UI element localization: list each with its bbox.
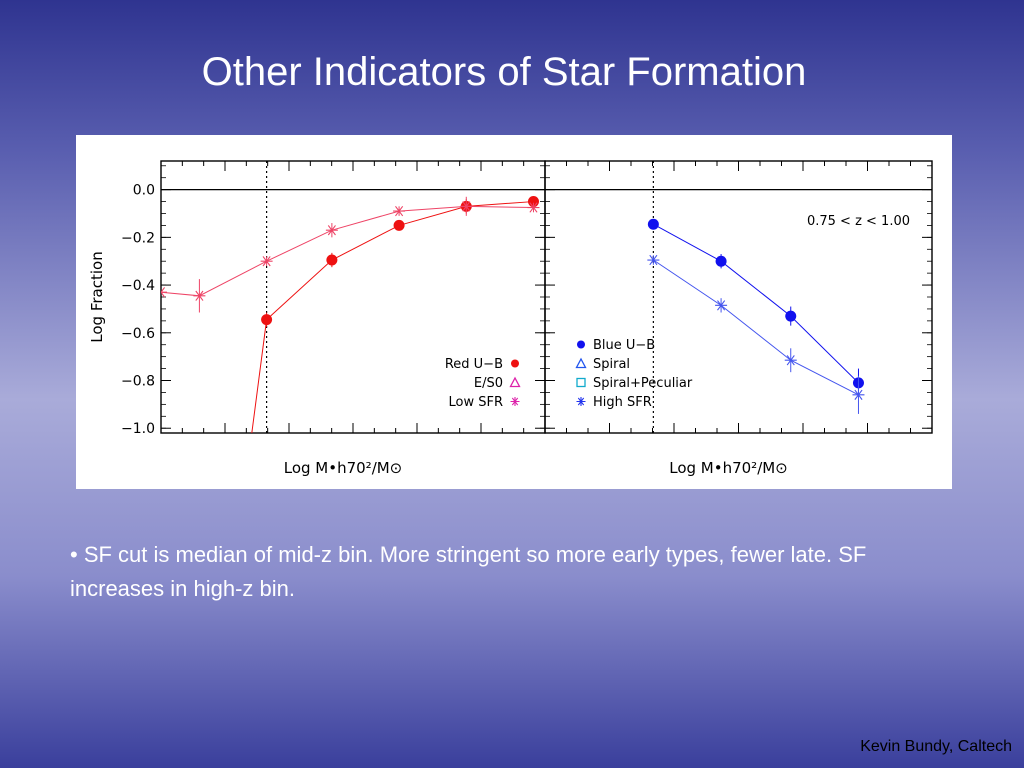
y-tick-label: −0.8 — [121, 374, 155, 390]
series-line — [653, 259, 859, 396]
data-point — [852, 389, 865, 400]
y-tick-label: −0.4 — [121, 278, 155, 294]
data-point — [647, 218, 659, 230]
legend-square-icon — [576, 377, 586, 388]
x-axis-label: Log M•h70²/M⊙ — [669, 459, 788, 477]
legend: Red U−B E/S0 Low SFR — [445, 357, 521, 410]
legend-triangle-icon — [575, 357, 587, 369]
data-point — [161, 287, 167, 298]
plot-area — [161, 196, 540, 458]
data-point — [393, 205, 406, 217]
figure-panel: 0.0 −0.2 −0.4 −0.6 −0.8 −1.0 Log M•h70²/M⊙ Log … — [76, 135, 952, 489]
data-point — [193, 290, 206, 301]
y-axis-label: Log Fraction — [88, 251, 106, 342]
data-point — [325, 225, 338, 236]
data-point — [244, 447, 255, 458]
chart-panel-1: 0.0 −0.2 −0.4 −0.6 −0.8 −1.0 Log M•h70²/M⊙ Log … — [88, 160, 546, 477]
legend-circle-icon — [577, 340, 585, 349]
y-tick-label: 0.0 — [133, 183, 155, 199]
data-point — [715, 255, 727, 267]
data-point — [784, 355, 797, 366]
slide-title: Other Indicators of Star Formation — [201, 50, 807, 94]
data-point — [715, 300, 728, 311]
plot-frame — [544, 160, 933, 434]
y-tick-label: −0.2 — [121, 230, 155, 246]
data-point — [647, 254, 660, 266]
legend-triangle-icon — [509, 376, 521, 388]
series-line — [251, 201, 534, 433]
series-line — [653, 223, 859, 384]
data-point — [785, 310, 797, 322]
plot-frame — [160, 160, 546, 434]
legend-label: Spiral+Peculiar — [593, 376, 693, 391]
data-point — [260, 256, 273, 267]
author-credit: Kevin Bundy, Caltech — [860, 738, 1012, 755]
redshift-annotation: 0.75 < z < 1.00 — [807, 214, 910, 229]
data-point — [393, 219, 405, 231]
series-line — [161, 205, 534, 297]
data-point — [460, 201, 473, 212]
legend-circle-icon — [511, 359, 519, 368]
x-axis-label: Log M•h70²/M⊙ — [284, 459, 403, 477]
legend-label: Spiral — [593, 357, 630, 372]
legend-label: Red U−B — [445, 357, 503, 372]
legend: Blue U−B Spiral Spiral+Peculiar High SFR — [575, 338, 693, 410]
legend-asterisk-icon — [576, 397, 586, 406]
legend-asterisk-icon — [510, 397, 520, 406]
plot-area — [647, 218, 865, 414]
legend-label: E/S0 — [474, 376, 503, 391]
data-point — [527, 202, 540, 213]
y-tick-label: −1.0 — [121, 421, 155, 437]
bullet-text: • SF cut is median of mid-z bin. More st… — [70, 542, 867, 601]
y-tick-label: −0.6 — [121, 326, 155, 342]
chart-panel-2: Log M•h70²/M⊙ 0.75 < z < 1.00 Blue U−B Spir… — [544, 160, 933, 477]
legend-label: Low SFR — [449, 395, 504, 410]
legend-label: High SFR — [593, 395, 652, 410]
data-point — [326, 254, 338, 266]
legend-label: Blue U−B — [593, 338, 655, 353]
data-point — [261, 314, 273, 326]
